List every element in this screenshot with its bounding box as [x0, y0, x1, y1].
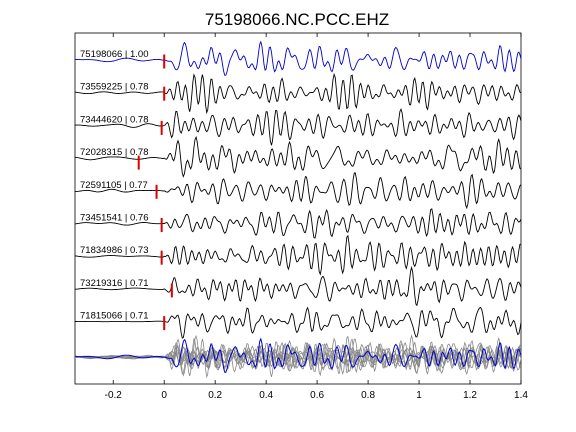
pick-markers — [137, 54, 173, 331]
trace-label-73451541: 73451541 | 0.76 — [80, 213, 149, 224]
x-tick-label: 0.4 — [259, 390, 273, 401]
x-axis: -0.2 0 0.2 0.4 0.6 0.8 1 1.2 1.4 — [105, 33, 528, 401]
stack-trace-reference — [74, 337, 522, 373]
waveform-trace-73444620 — [74, 107, 522, 146]
waveform-trace-73451541 — [74, 208, 522, 239]
trace-label-73444620: 73444620 | 0.78 — [80, 114, 149, 125]
trace-label-75198066: 75198066 | 1.00 — [80, 49, 149, 60]
traces-layer — [74, 40, 522, 339]
plot-frame — [74, 32, 522, 385]
waveform-trace-72028315 — [74, 135, 522, 178]
x-tick-label: 1 — [416, 390, 422, 401]
waveform-trace-71815066 — [75, 306, 522, 339]
chart-title: 75198066.NC.PCC.EHZ — [205, 10, 389, 29]
waveform-trace-72591105 — [75, 172, 522, 210]
trace-label-73219316: 73219316 | 0.71 — [80, 278, 149, 289]
waveform-trace-73219316 — [74, 265, 522, 307]
trace-label-72028315: 72028315 | 0.78 — [80, 147, 149, 158]
trace-label-73559225: 73559225 | 0.78 — [80, 82, 149, 93]
x-tick-label: 1.4 — [514, 390, 528, 401]
waveform-trace-71834986 — [74, 234, 522, 276]
trace-label-71834986: 71834986 | 0.73 — [80, 245, 149, 256]
x-tick-label: 0.6 — [310, 390, 324, 401]
waveform-trace-75198066 — [74, 40, 522, 76]
trace-label-72591105: 72591105 | 0.77 — [80, 180, 148, 191]
x-tick-label: 1.2 — [463, 390, 477, 401]
x-tick-label: 0 — [161, 390, 167, 401]
x-tick-label: 0.8 — [361, 390, 375, 401]
waveform-trace-73559225 — [74, 72, 522, 115]
x-tick-label: -0.2 — [105, 390, 123, 401]
stack-overlay — [74, 334, 522, 379]
x-tick-label: 0.2 — [208, 390, 222, 401]
trace-label-71815066: 71815066 | 0.71 — [80, 311, 149, 322]
trace-labels: 75198066 | 1.00 73559225 | 0.78 73444620 |… — [80, 49, 149, 322]
